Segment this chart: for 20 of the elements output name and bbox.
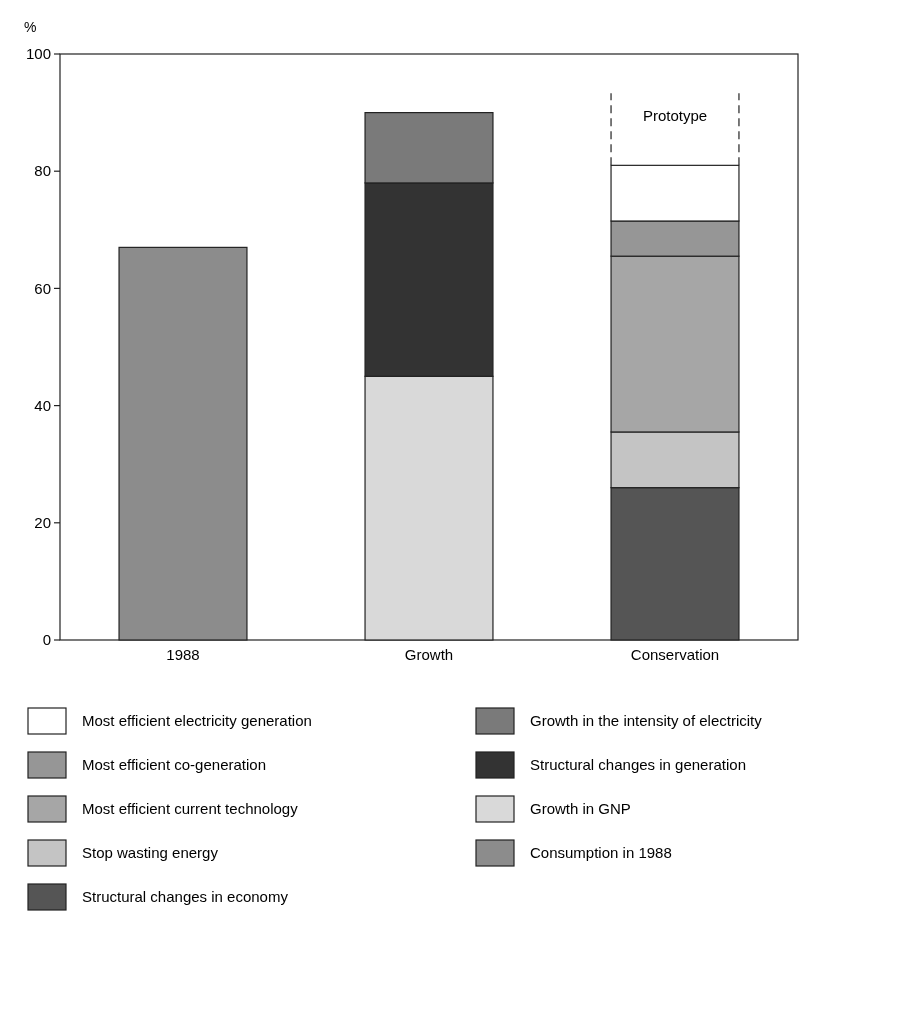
y-tick-label: 80 — [34, 162, 51, 180]
annotation: Prototype — [642, 106, 708, 124]
y-tick-label: 40 — [34, 396, 51, 414]
legend-label: Structural changes in generation — [530, 756, 746, 774]
y-axis-title: % — [24, 19, 37, 35]
legend-label: Growth in the intensity of electricity — [530, 712, 763, 730]
x-tick-label: 1988 — [166, 646, 200, 663]
legend-label: Consumption in 1988 — [530, 844, 672, 862]
legend-label: Most efficient electricity generation — [82, 712, 312, 730]
x-tick-label: Growth — [404, 646, 454, 663]
legend-label: Most efficient co-generation — [82, 756, 266, 774]
y-tick-label: 0 — [42, 631, 51, 649]
legend-label: Structural changes in economy — [82, 888, 289, 906]
legend-label: Most efficient current technology — [82, 800, 299, 818]
x-tick-label: Conservation — [630, 646, 720, 663]
y-tick-label: 20 — [34, 514, 51, 532]
legend-label: Stop wasting energy — [82, 844, 219, 862]
y-tick-label: 100 — [25, 45, 51, 63]
y-tick-label: 60 — [34, 279, 51, 297]
legend-label: Growth in GNP — [530, 800, 631, 818]
